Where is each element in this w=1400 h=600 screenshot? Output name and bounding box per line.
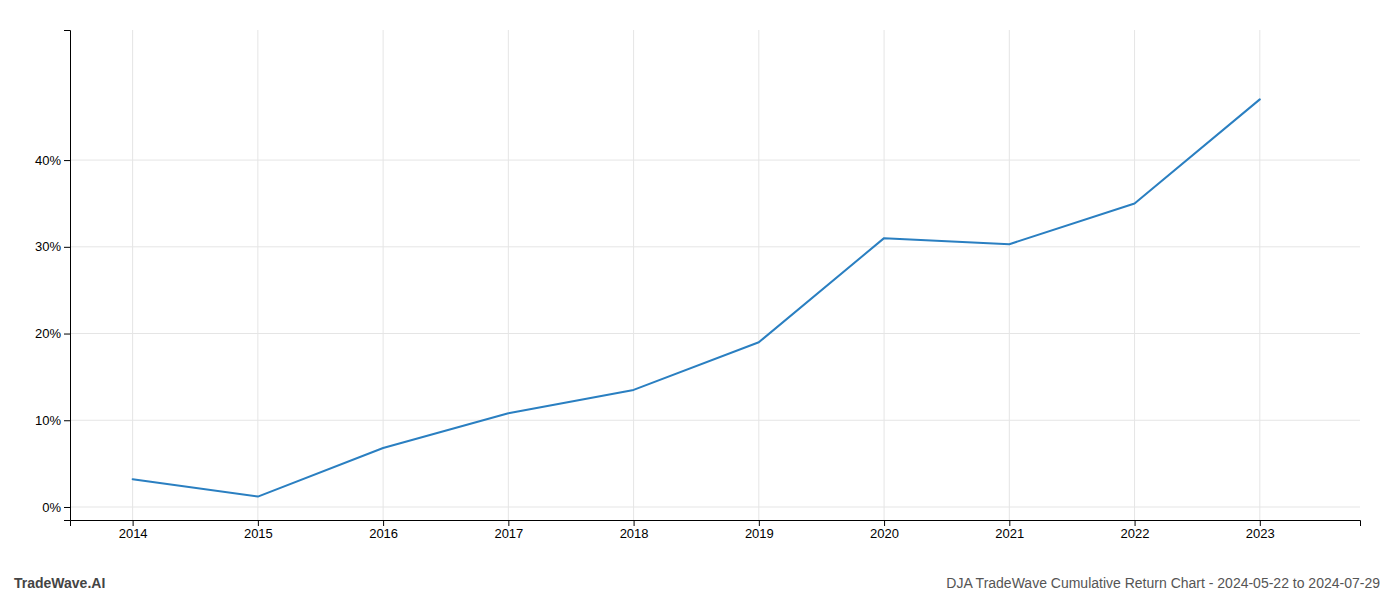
grid-line xyxy=(884,30,885,520)
tick: 20% xyxy=(35,326,70,341)
tick: 2023 xyxy=(1246,520,1275,541)
tick-label: 10% xyxy=(35,413,61,428)
axis-line xyxy=(64,31,71,521)
tick: 2016 xyxy=(369,520,398,541)
tick-mark xyxy=(258,520,259,526)
title: DJA TradeWave Cumulative Return Chart - … xyxy=(946,575,1380,591)
grid-line xyxy=(1134,30,1135,520)
tick: 0% xyxy=(42,500,70,515)
plot-area: 2014 2015 2016 2017 2018 2019 2020 2021 2022 2023… xyxy=(35,30,1361,541)
tick-label: 2019 xyxy=(745,526,774,541)
grid-line xyxy=(758,30,759,520)
tick-label: 2020 xyxy=(870,526,899,541)
tick-mark xyxy=(1135,520,1136,526)
grid-line xyxy=(70,160,1360,161)
grid-line xyxy=(508,30,509,520)
annotation: TradeWave.AI xyxy=(14,575,105,591)
tick-label: 40% xyxy=(35,153,61,168)
tick: 2014 xyxy=(119,520,148,541)
grid-line xyxy=(1259,30,1260,520)
tick: 2018 xyxy=(620,520,649,541)
tick-mark xyxy=(884,520,885,526)
tick-mark xyxy=(1009,520,1010,526)
tick-label: 2014 xyxy=(119,526,148,541)
chart: 2014 2015 2016 2017 2018 2019 2020 2021 2022 2023… xyxy=(0,0,1400,600)
tick: 2015 xyxy=(244,520,273,541)
tick-mark xyxy=(634,520,635,526)
tick: 2019 xyxy=(745,520,774,541)
grid-line xyxy=(633,30,634,520)
axis-line xyxy=(71,521,1361,527)
grid-line xyxy=(70,246,1360,247)
tick-mark xyxy=(508,520,509,526)
tick-label: 2023 xyxy=(1246,526,1275,541)
tick-label: 0% xyxy=(42,500,61,515)
tick: 2022 xyxy=(1121,520,1150,541)
tick: 2017 xyxy=(494,520,523,541)
tick-mark xyxy=(64,160,70,161)
grid-line xyxy=(70,333,1360,334)
tick-mark xyxy=(383,520,384,526)
tick-mark xyxy=(64,420,70,421)
line xyxy=(133,99,1260,496)
grid-line xyxy=(1009,30,1010,520)
tick-label: 2017 xyxy=(494,526,523,541)
tick: 30% xyxy=(35,239,70,254)
tick-label: 2021 xyxy=(995,526,1024,541)
tick-label: 30% xyxy=(35,239,61,254)
grid xyxy=(70,30,1360,520)
tick-mark xyxy=(759,520,760,526)
y-axis: 0% 10% 20% 30% 40% xyxy=(35,31,71,521)
grid-line xyxy=(70,506,1360,507)
tick-mark xyxy=(64,507,70,508)
grid-line xyxy=(257,30,258,520)
tick: 2020 xyxy=(870,520,899,541)
tick: 2021 xyxy=(995,520,1024,541)
tick-mark xyxy=(64,334,70,335)
tick-mark xyxy=(133,520,134,526)
tick-label: 2016 xyxy=(369,526,398,541)
tick-label: 2015 xyxy=(244,526,273,541)
tick: 40% xyxy=(35,153,70,168)
tick-label: 20% xyxy=(35,326,61,341)
tick-mark xyxy=(64,247,70,248)
grid-line xyxy=(132,30,133,520)
x-axis: 2014 2015 2016 2017 2018 2019 2020 2021 2022 2023 xyxy=(71,520,1361,541)
tick: 10% xyxy=(35,413,70,428)
tick-label: 2022 xyxy=(1121,526,1150,541)
tick-label: 2018 xyxy=(620,526,649,541)
tick-mark xyxy=(1260,520,1261,526)
grid-line xyxy=(70,420,1360,421)
grid-line xyxy=(383,30,384,520)
marks xyxy=(133,99,1260,496)
